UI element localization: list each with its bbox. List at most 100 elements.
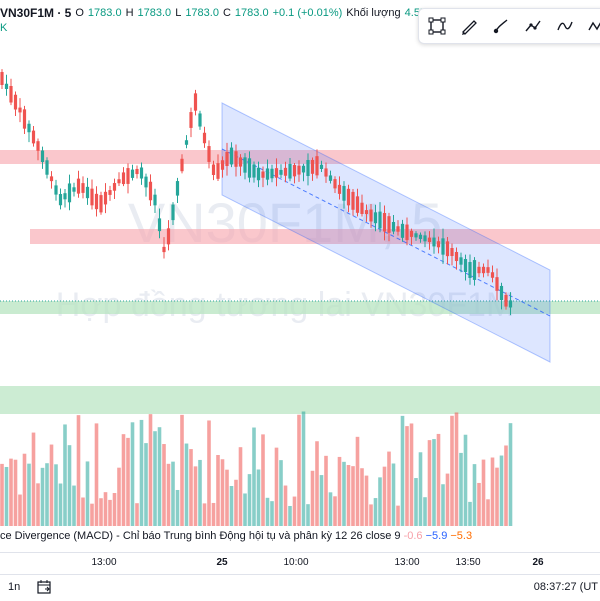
volume-bar	[504, 445, 508, 526]
candle-body	[27, 123, 31, 133]
candle-body	[63, 193, 67, 200]
volume-bar	[27, 463, 31, 526]
candle-body	[405, 224, 409, 241]
volume-bar	[189, 449, 193, 526]
candle-body	[292, 165, 297, 177]
curve-icon[interactable]	[553, 14, 577, 38]
candle-body	[333, 179, 337, 189]
volume-bar	[436, 433, 441, 526]
volume-bar	[148, 414, 153, 526]
candle-body	[189, 112, 193, 128]
volume-bar	[153, 431, 157, 526]
volume-bar	[441, 484, 445, 526]
volume-bar	[0, 463, 4, 526]
candle-body	[337, 184, 342, 194]
candle-body	[328, 175, 333, 181]
candle-body	[301, 165, 306, 173]
candle-body	[67, 183, 72, 203]
candle-body	[4, 83, 9, 90]
volume-bar	[378, 477, 382, 526]
volume-bar	[81, 497, 85, 526]
volume-bar	[333, 496, 337, 526]
candle-body	[139, 167, 144, 179]
volume-bar	[121, 434, 126, 526]
resistance-zone-upper[interactable]	[0, 150, 600, 164]
volume-bar	[4, 466, 9, 526]
candle-body	[175, 181, 180, 196]
volume-bar	[414, 478, 418, 526]
resistance-zone-lower[interactable]	[30, 229, 600, 244]
candle-body	[414, 233, 418, 238]
volume-label: Khối lượng	[346, 7, 401, 19]
candle-body	[193, 93, 198, 111]
volume-bar	[306, 504, 310, 526]
volume-bar	[9, 458, 13, 526]
candle-body	[157, 218, 162, 232]
candle-body	[184, 140, 189, 145]
candle-body	[499, 285, 504, 301]
volume-bar	[351, 466, 355, 526]
interval-button[interactable]: 1n	[8, 581, 21, 593]
zigzag-icon[interactable]	[585, 14, 600, 38]
rectangle-icon[interactable]	[425, 14, 449, 38]
candle-body	[468, 262, 472, 278]
candle-body	[202, 132, 207, 144]
candle-body	[369, 209, 373, 222]
volume-bar	[198, 459, 202, 526]
volume-bar	[265, 497, 270, 526]
volume-bar	[36, 483, 40, 526]
candle-body	[450, 248, 454, 256]
volume-bar	[432, 439, 436, 526]
volume-bar	[427, 440, 432, 526]
time-axis[interactable]: 13:00 25 10:00 13:00 13:50 26	[0, 552, 600, 575]
volume-bar	[13, 459, 18, 526]
candle-body	[166, 228, 171, 245]
candle-body	[324, 168, 328, 177]
clock-readout[interactable]: 08:37:27 (UT	[533, 581, 598, 593]
volume-bar	[243, 493, 247, 526]
candle-body	[144, 176, 148, 188]
volume-bar	[202, 503, 207, 526]
brush-icon[interactable]	[489, 14, 513, 38]
volume-bar	[234, 479, 238, 526]
support-zone[interactable]	[0, 301, 600, 314]
volume-bar	[373, 498, 378, 526]
candle-body	[310, 159, 315, 174]
symbol-name[interactable]: VN30F1M · 5	[0, 6, 72, 20]
candle-body	[432, 237, 436, 247]
low-value: 1783.0	[185, 7, 219, 19]
volume-bar	[418, 452, 423, 526]
symbol-legend: VN30F1M · 5 O 1783.0 H 1783.0 L 1783.0 C 178…	[0, 4, 440, 22]
volume-bar	[490, 457, 495, 526]
calendar-icon[interactable]	[36, 579, 52, 598]
candle-body	[481, 266, 486, 274]
candle-body	[31, 130, 36, 144]
candle-body	[130, 169, 135, 178]
candle-body	[279, 169, 283, 175]
candle-body	[351, 191, 355, 210]
candle-body	[423, 235, 427, 242]
time-tick: 13:50	[455, 557, 481, 568]
support-zone-lower[interactable]	[0, 386, 600, 414]
candle-body	[18, 107, 22, 113]
volume-bar	[157, 427, 162, 526]
macd-legend[interactable]: ce Divergence (MACD) - Chỉ báo Trung bìn…	[0, 530, 472, 542]
volume-bar	[90, 503, 94, 526]
path-icon[interactable]	[521, 14, 545, 38]
candle-body	[225, 151, 229, 167]
volume-bar	[220, 459, 225, 526]
candle-body	[283, 167, 288, 176]
candle-body	[247, 158, 252, 178]
volume-bar	[54, 464, 58, 526]
time-tick: 13:00	[394, 557, 420, 568]
candle-body	[364, 210, 369, 215]
candle-body	[238, 157, 243, 167]
volume-bar	[463, 434, 468, 526]
pen-icon[interactable]	[457, 14, 481, 38]
candle-body	[297, 165, 301, 175]
close-value: 1783.0	[234, 7, 269, 19]
candle-body	[148, 181, 153, 201]
sub-legend: K	[0, 22, 8, 34]
volume-bar	[382, 466, 387, 526]
